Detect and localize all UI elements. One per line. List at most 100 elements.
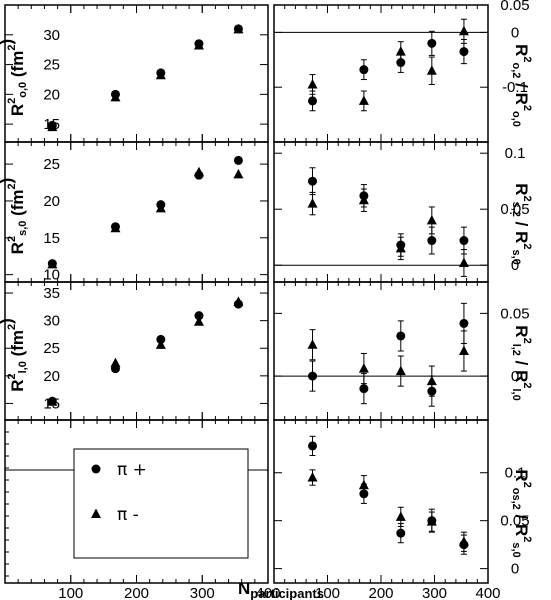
data-point-pi-minus	[155, 69, 166, 80]
y-axis-label: R2s,2 / R2s,0	[510, 183, 533, 265]
data-point-pi-plus	[459, 318, 469, 328]
y-axis-label: R2l,2 / R2l,0	[510, 325, 533, 400]
y-tick-label: 20	[43, 368, 60, 385]
data-point-pi-minus	[47, 396, 58, 406]
data-point-pi-plus	[359, 384, 369, 394]
y-axis-label: R2s,0 (fm2)	[0, 178, 29, 255]
x-tick-label: 300	[190, 585, 215, 600]
y-tick-label: 0	[511, 257, 519, 274]
y-tick-label: 0.05	[500, 0, 529, 14]
data-point-pi-minus	[110, 91, 121, 102]
y-tick-label: 0.05	[500, 513, 529, 530]
data-point-pi-minus	[458, 345, 469, 355]
data-point-pi-plus	[396, 331, 406, 341]
data-point-pi-minus	[358, 194, 369, 205]
data-point-pi-plus	[459, 236, 469, 246]
data-point-pi-minus	[233, 168, 244, 179]
y-tick-label: 25	[43, 57, 60, 74]
data-point-pi-plus	[308, 96, 318, 106]
data-point-pi-minus	[47, 121, 58, 132]
legend-marker	[91, 464, 101, 474]
x-tick-label: 400	[255, 585, 280, 600]
y-axis-label: R2o,2 / R2o,0	[510, 44, 533, 127]
data-point-pi-minus	[426, 375, 437, 386]
data-point-pi-minus	[395, 46, 406, 56]
data-point-pi-minus	[395, 242, 406, 253]
data-point-pi-plus	[459, 47, 469, 57]
data-point-pi-minus	[358, 95, 369, 105]
data-point-pi-minus	[193, 40, 204, 50]
y-tick-label: 15	[43, 230, 60, 247]
data-point-pi-plus	[359, 65, 369, 75]
y-axis-label: R2o,0 (fm2)	[0, 39, 29, 116]
legend-marker	[91, 508, 101, 518]
legend-label: π -	[117, 505, 139, 525]
x-tick-label: 100	[58, 585, 83, 600]
x-tick-label: 300	[422, 585, 447, 600]
data-point-pi-minus	[358, 479, 369, 490]
y-axis-label: R2l,0 (fm2)	[0, 318, 29, 392]
panel-frame-right-3	[273, 281, 489, 421]
y-tick-label: -0.1	[502, 79, 528, 96]
data-point-pi-minus	[395, 511, 406, 521]
y-tick-label: 30	[43, 313, 60, 330]
y-tick-label: 30	[43, 27, 60, 44]
data-point-pi-plus	[427, 236, 437, 246]
data-point-pi-minus	[458, 257, 469, 267]
data-point-pi-plus	[194, 311, 204, 321]
data-point-pi-plus	[308, 176, 318, 186]
y-tick-label: 0.05	[500, 201, 529, 218]
data-point-pi-plus	[396, 58, 406, 68]
data-point-pi-plus	[427, 38, 437, 48]
legend-box	[73, 448, 249, 559]
y-tick-label: 0	[511, 561, 519, 578]
x-tick-label: 100	[315, 585, 340, 600]
y-tick-label: 0.1	[505, 465, 526, 482]
y-tick-label: 20	[43, 86, 60, 103]
data-point-pi-plus	[156, 334, 166, 344]
data-point-pi-minus	[458, 536, 469, 546]
data-point-pi-minus	[426, 214, 437, 225]
x-tick-label: 200	[368, 585, 393, 600]
data-point-pi-minus	[155, 202, 166, 213]
panel-frame-right-1	[273, 4, 489, 143]
data-point-pi-minus	[307, 198, 318, 208]
y-tick-label: 0.1	[505, 145, 526, 162]
data-point-pi-minus	[358, 363, 369, 373]
data-point-pi-plus	[308, 441, 318, 451]
data-point-pi-minus	[458, 25, 469, 36]
x-axis-label: Nparticipants	[238, 579, 324, 600]
panel-frame-right-2	[273, 141, 489, 283]
x-tick-label: 400	[475, 585, 500, 600]
y-axis-label: R2os,2 / R2s,0	[510, 469, 533, 557]
data-point-pi-minus	[193, 166, 204, 177]
data-point-pi-minus	[110, 222, 121, 233]
y-tick-label: 25	[43, 340, 60, 357]
panel-frame-right-4	[273, 419, 489, 584]
data-point-pi-plus	[233, 155, 243, 165]
y-tick-label: 0.05	[500, 305, 529, 322]
y-tick-label: 10	[43, 267, 60, 284]
data-point-pi-minus	[110, 357, 121, 368]
y-tick-label: 25	[43, 156, 60, 173]
data-point-pi-minus	[47, 258, 58, 269]
x-tick-label: 200	[124, 585, 149, 600]
data-point-pi-minus	[395, 365, 406, 376]
data-point-pi-minus	[155, 339, 166, 349]
data-point-pi-minus	[233, 23, 244, 34]
data-point-pi-minus	[193, 316, 204, 326]
data-point-pi-minus	[307, 472, 318, 482]
y-tick-label: 0	[511, 368, 519, 385]
data-point-pi-minus	[307, 339, 318, 349]
y-tick-label: 0	[511, 24, 519, 41]
data-point-pi-minus	[426, 516, 437, 526]
data-point-pi-plus	[396, 528, 406, 538]
data-point-pi-minus	[426, 65, 437, 75]
y-tick-label: 35	[43, 285, 60, 302]
y-tick-label: 20	[43, 193, 60, 210]
legend-label: π +	[117, 460, 147, 480]
data-point-pi-plus	[308, 371, 318, 381]
data-point-pi-minus	[307, 78, 318, 89]
data-point-pi-minus	[233, 296, 244, 306]
